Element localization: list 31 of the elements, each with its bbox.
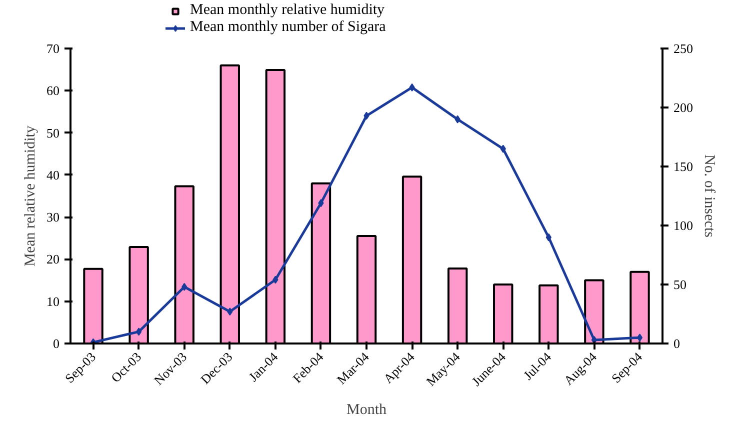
point [364,112,370,120]
y2-tick-label: 150 [674,159,693,174]
legend-label: Mean monthly number of Sigara [190,19,386,36]
y-tick-label: 30 [46,210,60,225]
point [636,334,643,342]
point [546,233,552,242]
y-tick-label: 40 [46,167,60,182]
y-tick-label: 10 [46,294,60,309]
legend-label: Mean monthly relative humidity [190,2,385,19]
y2-tick-label: 50 [674,277,686,292]
point [136,328,142,336]
y2-tick-label: 200 [674,100,693,115]
y-tick-label: 20 [46,252,60,267]
y2-tick-label: 250 [674,41,693,56]
point [272,276,278,284]
y-axis-title: Mean relative humidity [22,125,38,266]
point [500,144,506,153]
y-tick-label: 50 [46,125,60,140]
point [454,115,460,124]
point [182,282,188,291]
y2-axis-title: No. of insects [701,154,717,238]
y2-tick-label: 0 [674,336,680,351]
x-axis-title: Month [346,402,387,418]
y-tick-label: 0 [53,336,60,351]
y-tick-label: 60 [46,83,60,98]
y-tick-label: 70 [46,41,60,56]
point [227,308,233,316]
y2-tick-label: 100 [674,218,693,233]
point [591,336,598,344]
point [318,199,324,208]
point [409,83,415,92]
